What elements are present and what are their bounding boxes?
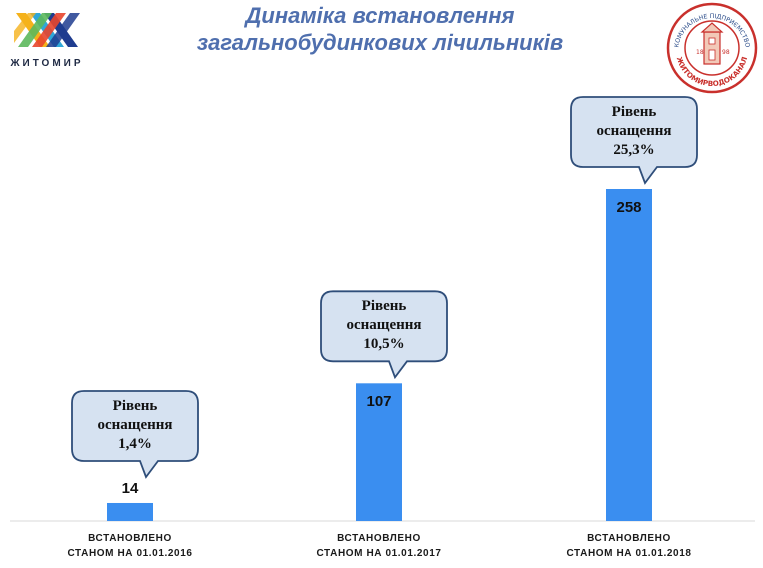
category-label-2-line-1: ВСТАНОВЛЕНО — [337, 533, 421, 544]
category-label-3-line-2: СТАНОМ НА 01.01.2018 — [566, 548, 692, 559]
chart-title: Динаміка встановлення загальнобудинкових… — [150, 2, 610, 56]
category-label-1: ВСТАНОВЛЕНО СТАНОМ НА 01.01.2016 — [30, 531, 230, 561]
title-line-2: загальнобудинкових лічильників — [196, 30, 564, 55]
bar-2 — [356, 383, 402, 521]
bar-value-label-3: 258 — [616, 199, 642, 216]
category-label-3: ВСТАНОВЛЕНО СТАНОМ НА 01.01.2018 — [529, 531, 729, 561]
callout-text-1: Рівень оснащення 1,4% — [72, 397, 198, 454]
callout-text-2-line-3: 10,5% — [363, 336, 405, 353]
callout-text-3: Рівень оснащення 25,3% — [571, 103, 697, 160]
callout-bubble-1 — [71, 390, 199, 479]
bar-value-label-1: 14 — [121, 479, 139, 497]
vodokanal-logo-year-left: 18 — [696, 49, 704, 56]
callout-text-2-line-1: Рівень — [361, 298, 407, 315]
callout-text-1-line-3: 1,4% — [118, 435, 152, 452]
category-label-3-line-1: ВСТАНОВЛЕНО — [587, 533, 671, 544]
callout-text-1-line-2: оснащення — [97, 416, 173, 433]
bar-3 — [606, 189, 652, 521]
category-label-1-line-1: ВСТАНОВЛЕНО — [88, 533, 172, 544]
bar-value-label-2: 107 — [366, 393, 392, 411]
callout-text-1-line-1: Рівень — [112, 397, 158, 414]
vodokanal-logo-icon: КОМУНАЛЬНЕ ПІДПРИЄМСТВО ЖИТОМИРВОДОКАНАЛ… — [666, 2, 758, 94]
zhytomyr-logo-text: ЖИТОМИР — [10, 58, 84, 69]
callout-text-2: Рівень оснащення 10,5% — [321, 297, 447, 354]
callout-text-3-line-3: 25,3% — [613, 142, 655, 158]
zhytomyr-logo-icon — [14, 13, 80, 47]
category-label-2-line-2: СТАНОМ НА 01.01.2017 — [316, 548, 442, 559]
callout-text-2-line-2: оснащення — [346, 317, 422, 334]
callout-bubble-2 — [320, 290, 448, 380]
callout-text-3-line-2: оснащення — [596, 123, 672, 139]
vodokanal-logo-year-right: 98 — [722, 49, 730, 56]
bar-1 — [107, 502, 153, 521]
title-line-1: Динаміка встановлення — [245, 3, 515, 28]
callout-text-3-line-1: Рівень — [611, 104, 657, 120]
callout-bubble-3 — [570, 96, 698, 185]
category-label-2: ВСТАНОВЛЕНО СТАНОМ НА 01.01.2017 — [279, 531, 479, 561]
category-label-1-line-2: СТАНОМ НА 01.01.2016 — [67, 548, 193, 559]
